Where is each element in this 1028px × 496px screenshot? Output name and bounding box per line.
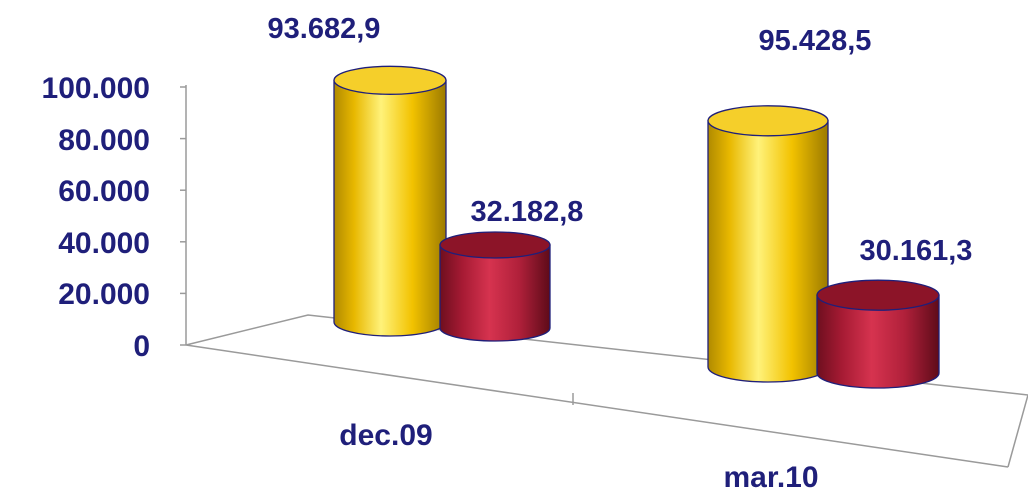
cylinder-body (707, 120, 829, 383)
data-label-dec09-series2: 32.182,8 (471, 196, 584, 228)
category-label-dec09: dec.09 (339, 419, 432, 452)
data-label-mar10-series1: 95.428,5 (759, 25, 872, 57)
y-axis-tick-labels: 100.000 80.000 60.000 40.000 20.000 0 (42, 72, 150, 363)
category-labels: dec.09 mar.10 (339, 419, 818, 494)
data-label-mar10-series2: 30.161,3 (860, 235, 973, 267)
cylinder-top (707, 105, 829, 137)
bar-dec09-series1 (333, 65, 447, 337)
cylinder-top (439, 231, 551, 259)
cylinder-body (816, 294, 940, 389)
y-tick-label: 100.000 (42, 72, 150, 105)
y-tick-label: 0 (133, 330, 150, 363)
bar-mar10-series1 (707, 105, 829, 383)
data-labels: 93.682,9 32.182,8 95.428,5 30.161,3 (268, 13, 973, 267)
cylinder-top (816, 279, 940, 311)
data-label-dec09-series1: 93.682,9 (268, 13, 381, 45)
bar-mar10-series2 (816, 279, 940, 389)
bar-dec09-series2 (439, 231, 551, 342)
y-tick-label: 20.000 (58, 278, 150, 311)
y-tick-label: 40.000 (58, 227, 150, 260)
axes (180, 85, 1028, 468)
y-tick-label: 60.000 (58, 175, 150, 208)
cylinder-body (333, 79, 447, 337)
cylinder-top (333, 65, 447, 95)
category-label-mar10: mar.10 (723, 461, 818, 494)
y-tick-label: 80.000 (58, 124, 150, 157)
cylinder-body (439, 244, 551, 342)
floor-outline (185, 314, 1028, 468)
bars (333, 65, 940, 389)
